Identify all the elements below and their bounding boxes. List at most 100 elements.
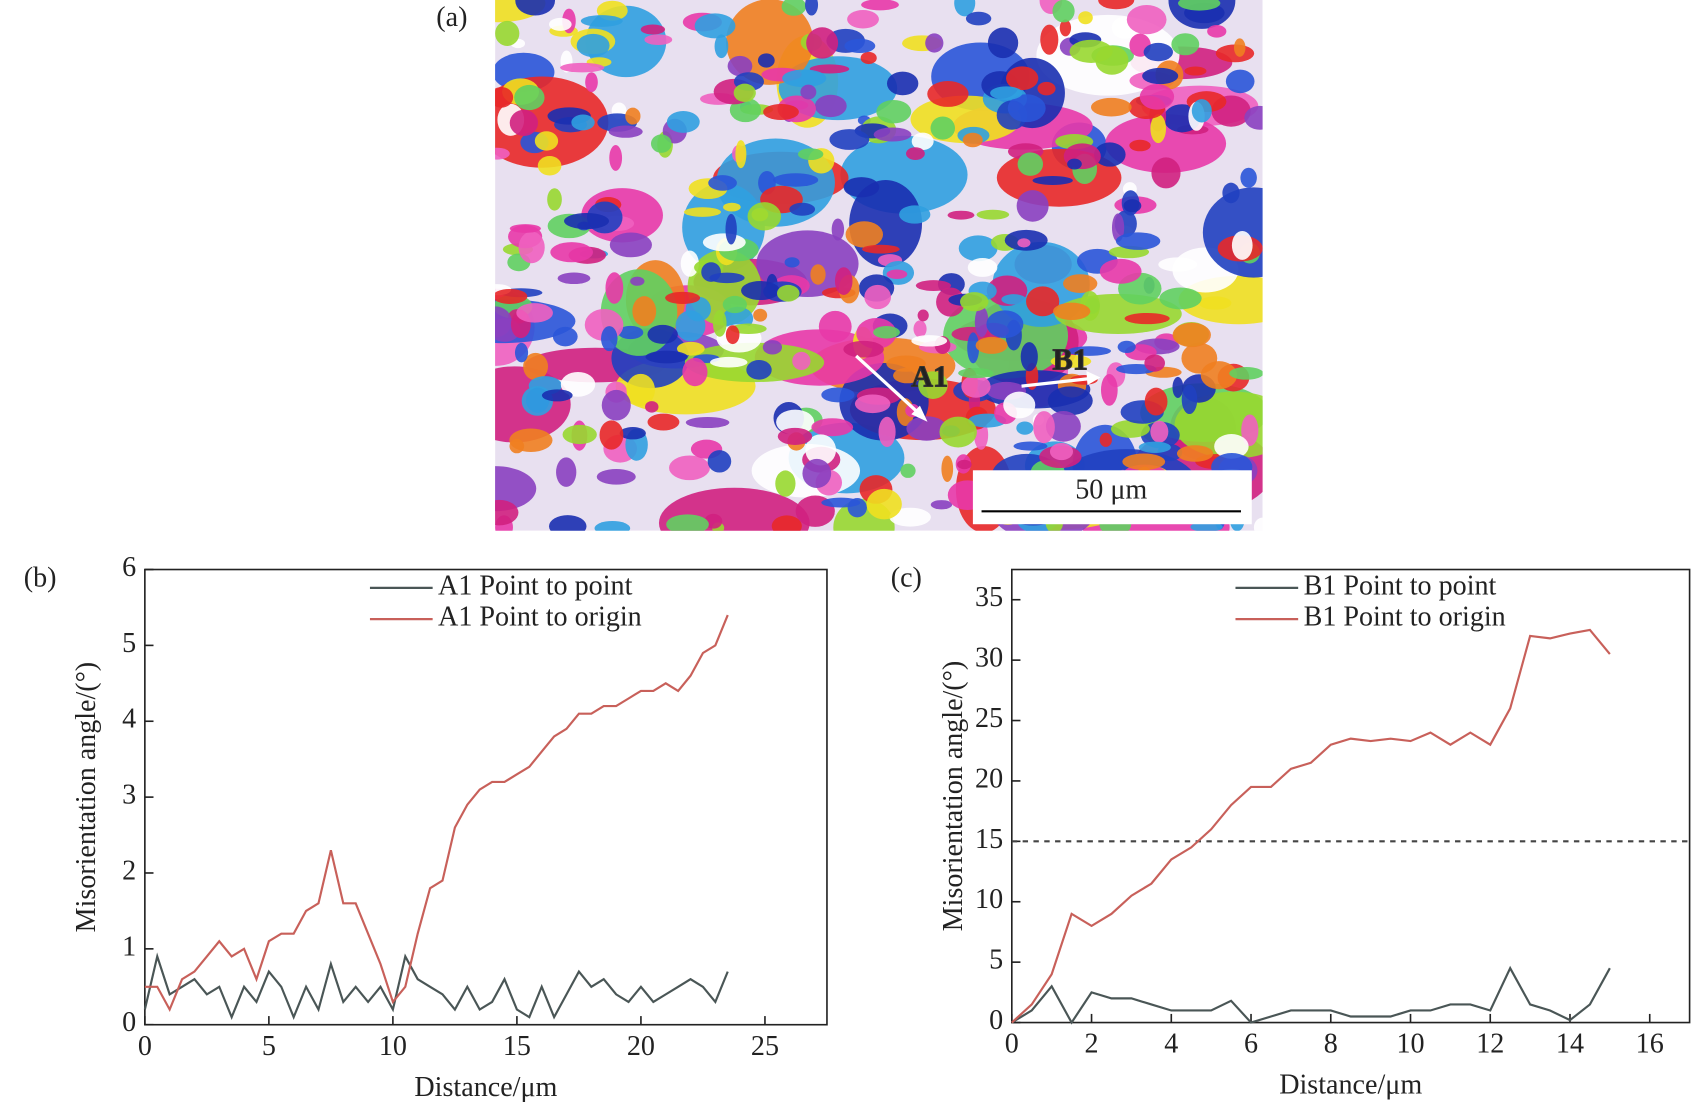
grain	[601, 326, 618, 352]
x-tick-label: 14	[1556, 1029, 1584, 1060]
grain	[843, 340, 884, 358]
grain	[821, 387, 855, 403]
grain	[818, 310, 852, 343]
x-tick-label: 5	[262, 1031, 276, 1062]
grain	[939, 416, 977, 448]
grain	[900, 463, 916, 478]
grain	[683, 207, 722, 217]
grain	[714, 34, 729, 59]
grain	[1007, 94, 1046, 123]
grain	[557, 272, 591, 285]
grain	[762, 340, 783, 355]
y-tick-label: 3	[122, 780, 136, 811]
grain	[862, 244, 900, 254]
grain	[1200, 361, 1238, 390]
grain	[1115, 232, 1161, 250]
grain	[845, 221, 884, 248]
grain	[1151, 157, 1181, 189]
grain	[666, 514, 709, 531]
x-tick-label: 25	[751, 1031, 779, 1062]
grain	[1144, 387, 1168, 416]
grain	[1172, 322, 1211, 348]
grain	[1059, 19, 1072, 37]
grain	[906, 416, 947, 441]
grain	[1191, 99, 1212, 123]
grain	[860, 51, 877, 65]
grain	[947, 210, 975, 220]
grain	[1003, 391, 1036, 419]
x-tick-label: 0	[138, 1031, 152, 1062]
grain	[709, 272, 745, 284]
grain	[893, 367, 922, 384]
grain	[1158, 257, 1198, 272]
grain	[967, 258, 998, 277]
grain	[1067, 158, 1082, 170]
grain	[682, 357, 708, 387]
legend-label: B1 Point to origin	[1304, 602, 1506, 633]
grain	[925, 33, 944, 53]
grain	[990, 86, 1023, 100]
grain	[1123, 199, 1142, 213]
y-tick-label: 0	[122, 1007, 136, 1038]
grain	[958, 235, 998, 262]
grain	[962, 132, 983, 148]
grain	[1181, 384, 1198, 415]
grain	[1047, 386, 1093, 416]
grain	[704, 513, 723, 529]
y-tick-label: 6	[122, 552, 136, 583]
grain	[548, 17, 572, 31]
grain	[930, 500, 953, 510]
grain	[710, 356, 748, 368]
grain	[773, 173, 819, 187]
grain	[632, 296, 657, 327]
grain	[1117, 340, 1136, 354]
grain	[878, 416, 896, 448]
grain	[789, 202, 816, 216]
x-tick-label: 6	[1244, 1029, 1258, 1060]
plot-frame	[1011, 568, 1691, 1024]
grain	[975, 336, 1008, 354]
grain	[911, 335, 948, 347]
grain	[1176, 445, 1214, 462]
grain	[550, 242, 593, 263]
grain	[725, 325, 740, 345]
grain	[810, 264, 826, 285]
grain	[746, 360, 772, 380]
grain	[560, 371, 596, 397]
grain	[821, 497, 861, 508]
grain	[864, 284, 892, 310]
grain	[1150, 420, 1169, 443]
grain	[805, 0, 819, 16]
grain	[781, 0, 807, 16]
grain	[708, 175, 737, 191]
legend-label: A1 Point to origin	[438, 602, 642, 633]
y-axis-label: Misorientation angle/(°)	[71, 662, 102, 932]
grain	[495, 86, 514, 108]
grain	[958, 368, 994, 379]
grain	[792, 351, 811, 371]
grain	[580, 15, 623, 27]
grain	[967, 332, 980, 364]
grain	[645, 350, 688, 364]
data-line	[1011, 628, 1611, 1024]
grain	[1129, 139, 1151, 152]
grain	[854, 394, 891, 414]
grain	[866, 488, 902, 520]
grain	[563, 213, 610, 230]
grain	[537, 155, 562, 176]
grain	[960, 292, 989, 312]
y-tick-label: 5	[122, 628, 136, 659]
grain	[1006, 66, 1039, 91]
grain	[771, 515, 802, 531]
grain	[650, 134, 672, 153]
legend-label: B1 Point to point	[1304, 570, 1497, 601]
data-line	[1011, 965, 1611, 1025]
grain	[961, 375, 991, 398]
x-tick-label: 2	[1085, 1029, 1099, 1060]
grain	[802, 458, 832, 488]
grain	[777, 427, 813, 445]
grain	[541, 389, 573, 402]
grain	[784, 257, 800, 268]
grain	[1063, 274, 1098, 293]
grain	[1026, 286, 1060, 317]
